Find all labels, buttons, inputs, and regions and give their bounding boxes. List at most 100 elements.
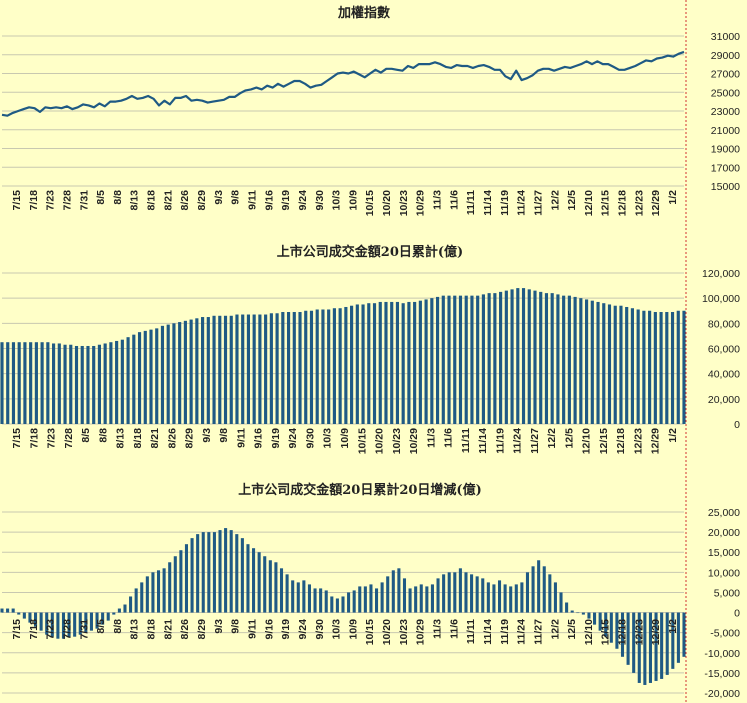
bar — [504, 290, 508, 424]
chart-title-change: 上市公司成交金額20日累計20日增減(億) — [238, 482, 481, 498]
bar — [487, 293, 491, 424]
bar — [550, 293, 554, 424]
x-tick-label: 8/5 — [80, 428, 92, 443]
bar — [567, 295, 571, 424]
bar — [390, 301, 394, 424]
bar — [497, 580, 502, 613]
y-tick-label: 21000 — [711, 125, 740, 137]
x-tick-label: 8/13 — [129, 619, 141, 640]
bar — [302, 580, 306, 613]
bar — [384, 301, 388, 424]
bar — [402, 578, 407, 613]
x-tick-label: 11/27 — [532, 190, 544, 216]
x-tick-label: 8/29 — [196, 619, 208, 640]
y-tick-label: 27000 — [711, 69, 740, 81]
bar — [229, 315, 233, 424]
y-tick-label: 120,000 — [702, 268, 740, 280]
bar — [338, 308, 342, 424]
x-tick-label: 7/18 — [28, 190, 40, 211]
x-tick-label: 12/18 — [617, 619, 629, 645]
bar — [653, 312, 657, 424]
bar — [92, 345, 96, 424]
bar — [525, 572, 530, 613]
bar — [453, 295, 457, 424]
x-tick-label: 10/3 — [322, 428, 334, 449]
bar — [275, 313, 279, 424]
bar — [263, 556, 267, 613]
bar — [447, 295, 451, 424]
bar — [514, 584, 518, 613]
bar — [235, 534, 239, 613]
y-tick-label: 40,000 — [708, 369, 740, 381]
bar — [590, 300, 594, 424]
bar — [548, 574, 552, 613]
turnover-change-bar-chart: 上市公司成交金額20日累計20日增減(億) -20,000 -15,000 -10,… — [0, 482, 740, 700]
x-tick-label: 12/10 — [583, 619, 595, 645]
bar — [11, 342, 16, 424]
x-tick-label: 10/23 — [391, 428, 403, 454]
bar — [84, 612, 88, 633]
bar — [602, 303, 606, 424]
x-tick-label: 9/3 — [201, 428, 213, 443]
bar — [533, 290, 537, 424]
bar — [34, 342, 38, 424]
bar — [397, 568, 401, 613]
x-tick-label: 9/24 — [297, 190, 309, 211]
y-tick-label: -20,000 — [704, 688, 740, 700]
bar — [132, 334, 136, 424]
bar — [112, 612, 116, 615]
bar — [223, 315, 228, 424]
bar — [264, 314, 268, 424]
x-tick-label: 11/6 — [448, 619, 460, 639]
bar — [39, 612, 43, 631]
bar — [29, 342, 33, 424]
x-tick-label: 8/29 — [196, 190, 208, 211]
x-tick-label: 11/3 — [432, 190, 444, 210]
x-tick-label: 7/31 — [78, 619, 90, 640]
bar — [172, 323, 176, 424]
bar — [425, 586, 429, 613]
bar — [378, 301, 382, 424]
x-tick-label: 10/20 — [381, 619, 393, 645]
x-tick-label: 11/27 — [529, 428, 541, 454]
bar — [654, 612, 658, 681]
bar — [281, 312, 285, 424]
bar — [531, 566, 535, 613]
bar — [162, 568, 166, 613]
x-tick-label: 7/23 — [45, 190, 57, 211]
x-tick-label: 9/16 — [263, 190, 275, 211]
bar — [307, 584, 311, 613]
bar — [587, 612, 591, 619]
x-tick-label: 9/16 — [263, 619, 275, 640]
x-tick-label: 12/15 — [600, 190, 612, 216]
bar — [596, 301, 600, 424]
bar — [178, 322, 182, 424]
x-tick-label: 8/21 — [162, 619, 174, 640]
y-tick-label: 15,000 — [708, 547, 740, 559]
bar — [418, 300, 422, 424]
bar — [252, 314, 256, 424]
bar — [676, 310, 680, 424]
bar — [106, 612, 110, 621]
bar — [229, 530, 233, 613]
bar — [539, 291, 543, 425]
bar — [184, 544, 189, 613]
bar — [344, 306, 348, 424]
x-tick-label: 9/11 — [246, 190, 258, 210]
bar — [358, 586, 362, 613]
bar — [117, 608, 121, 613]
bar — [499, 291, 503, 425]
x-tick-label: 7/23 — [46, 428, 58, 449]
bar — [89, 612, 93, 631]
bar — [129, 596, 133, 613]
y-tick-label: 0 — [734, 608, 740, 620]
x-tick-label: 12/29 — [650, 190, 662, 216]
bar — [401, 303, 405, 424]
bar — [520, 582, 524, 613]
bar — [625, 306, 629, 424]
bar — [581, 612, 585, 615]
x-tick-label: 10/15 — [364, 190, 376, 216]
bar — [137, 332, 142, 424]
bar — [637, 612, 641, 683]
bar — [375, 588, 379, 613]
